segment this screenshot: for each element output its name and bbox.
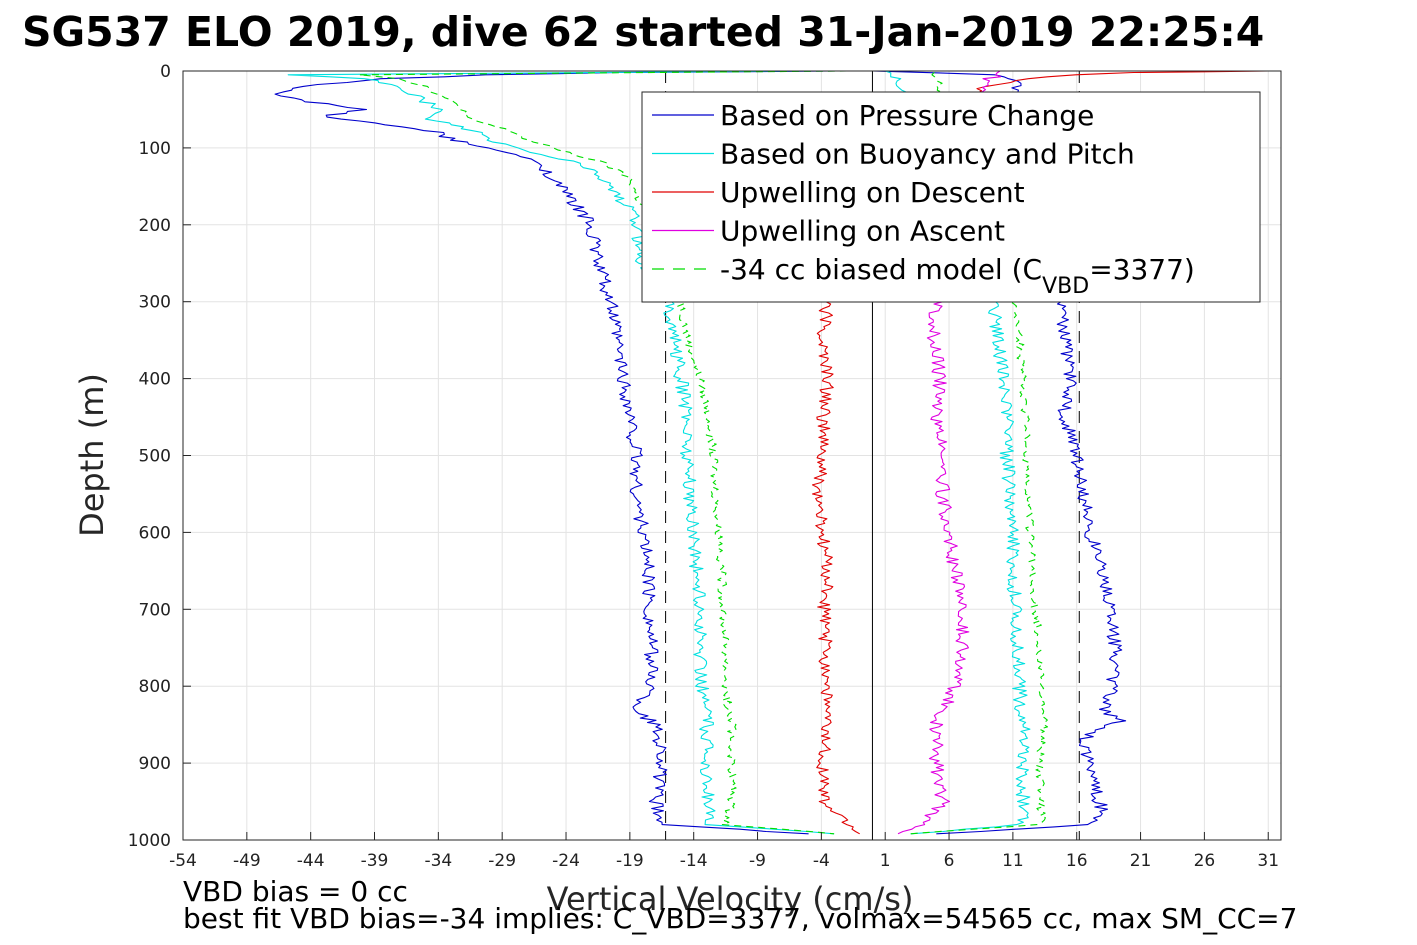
x-tick-label: 1 (880, 851, 891, 871)
x-tick-label: 16 (1066, 851, 1088, 871)
legend: Based on Pressure Change Based on Buoyanc… (641, 91, 1261, 303)
y-tick-label: 300 (139, 293, 171, 313)
x-tick-label: -39 (361, 851, 389, 871)
x-tick-label: -34 (424, 851, 452, 871)
y-tick-label: 500 (139, 447, 171, 467)
x-tick-label: -54 (169, 851, 197, 871)
y-axis-ticks: 0 100 200 300 400 500 600 700 800 900 1000 (128, 62, 191, 851)
y-tick-label: 800 (139, 677, 171, 697)
legend-label: Upwelling on Ascent (720, 215, 1005, 248)
x-tick-label: 26 (1194, 851, 1216, 871)
series-34-cc-biased-model-c-vbd-3377-ascent (910, 70, 1049, 835)
y-tick-label: 600 (139, 523, 171, 543)
legend-label: Based on Pressure Change (720, 99, 1094, 132)
x-tick-label: -19 (616, 851, 644, 871)
x-tick-label: -4 (813, 851, 830, 871)
y-tick-label: 1000 (128, 831, 171, 851)
best-fit-caption: best fit VBD bias=-34 implies: C_VBD=337… (183, 902, 1298, 935)
y-tick-label: 400 (139, 370, 171, 390)
x-tick-label: -24 (552, 851, 580, 871)
y-tick-label: 100 (139, 139, 171, 159)
x-axis-ticks: -54 -49 -44 -39 -34 -29 -24 -19 -14 -9 -4 1 6 11 16 21 2… (169, 832, 1279, 871)
x-tick-label: 21 (1130, 851, 1152, 871)
y-tick-label: 0 (160, 62, 171, 82)
chart-title: SG537 ELO 2019, dive 62 started 31-Jan-2… (22, 8, 1264, 56)
series-based-on-pressure-change-descent (274, 70, 835, 835)
x-tick-label: -29 (488, 851, 516, 871)
x-tick-label: -44 (297, 851, 325, 871)
series-based-on-buoyancy-and-pitch-descent (287, 70, 835, 835)
x-tick-label: -49 (233, 851, 261, 871)
x-tick-label: -14 (680, 851, 708, 871)
series-34-cc-biased-model-c-vbd-3377-descent (358, 70, 847, 835)
x-axis-label: Vertical Velocity (cm/s) (547, 880, 914, 918)
x-tick-label: -9 (749, 851, 766, 871)
x-tick-label: 11 (1002, 851, 1024, 871)
legend-label: Upwelling on Descent (720, 176, 1025, 209)
y-tick-label: 700 (139, 600, 171, 620)
legend-box (641, 91, 1261, 303)
y-tick-label: 200 (139, 216, 171, 236)
vbd-bias-caption: VBD bias = 0 cc (183, 875, 408, 908)
x-tick-label: 6 (944, 851, 955, 871)
y-axis-label: Depth (m) (73, 373, 111, 537)
legend-label: Based on Buoyancy and Pitch (720, 138, 1135, 171)
x-tick-label: 31 (1257, 851, 1279, 871)
y-tick-label: 900 (139, 754, 171, 774)
